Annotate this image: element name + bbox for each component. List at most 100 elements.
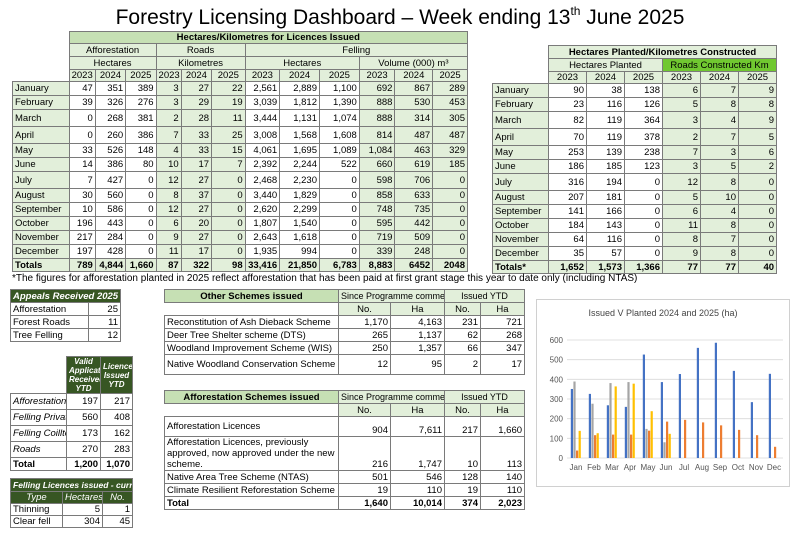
scheme-total-value: 2,023 bbox=[479, 496, 526, 510]
table-cell: 143 bbox=[586, 218, 625, 233]
x-tick-label: Apr bbox=[624, 463, 637, 472]
totals-cell: 87 bbox=[155, 258, 182, 272]
x-tick-label: Mar bbox=[605, 463, 619, 472]
other-col-ha: Ha bbox=[390, 302, 445, 316]
totals-label: Totals bbox=[12, 258, 70, 272]
scheme-total-value: 10,014 bbox=[390, 496, 445, 510]
appeal-value: 12 bbox=[88, 328, 121, 342]
month-label: October bbox=[12, 216, 70, 231]
table-cell: 3,008 bbox=[244, 126, 281, 144]
aff-col-ha: Ha bbox=[390, 403, 445, 417]
table-cell: 4 bbox=[700, 204, 739, 219]
table-cell: 888 bbox=[358, 95, 396, 110]
scheme-value: 17 bbox=[479, 354, 526, 375]
table-cell: 12 bbox=[662, 173, 701, 191]
table-row: May 253 139 238 7 3 6 bbox=[492, 145, 778, 160]
other-schemes-block: Other Schemes issued Since Programme com… bbox=[164, 289, 526, 375]
table-cell: 314 bbox=[394, 109, 434, 127]
year-header: 2023 bbox=[68, 69, 96, 82]
table-cell: 7 bbox=[211, 157, 246, 172]
table-row: Climate Resilient Reforestation Scheme 19… bbox=[164, 483, 526, 497]
year-header: 2024 bbox=[279, 69, 320, 82]
table-cell: 0 bbox=[432, 202, 468, 217]
appeal-label: Forest Roads bbox=[10, 315, 89, 329]
month-label: December bbox=[492, 246, 549, 261]
aff-since-header: Since Programme commenced bbox=[338, 390, 445, 404]
table-cell: 141 bbox=[548, 204, 587, 219]
totals-cell: 1,366 bbox=[624, 260, 663, 274]
applications-table: Valid Applications Received YTD Licences… bbox=[10, 356, 133, 471]
table-cell: 284 bbox=[94, 230, 127, 245]
totals-cell: 1,573 bbox=[586, 260, 625, 274]
month-label: August bbox=[12, 188, 70, 203]
month-label: May bbox=[492, 145, 549, 160]
table-cell: 706 bbox=[394, 171, 434, 189]
chart-bar bbox=[774, 446, 777, 458]
table-cell: 0 bbox=[319, 244, 360, 259]
table-cell: 867 bbox=[394, 81, 434, 96]
table-cell: 442 bbox=[394, 216, 434, 231]
chart-bar bbox=[678, 374, 681, 458]
totals-cell: 33,416 bbox=[244, 258, 281, 272]
application-total-received: 1,200 bbox=[66, 457, 101, 471]
totals-cell: 6452 bbox=[394, 258, 434, 272]
table-cell: 0 bbox=[624, 218, 663, 233]
table-cell: 186 bbox=[548, 159, 587, 174]
table-cell: 47 bbox=[68, 81, 96, 96]
chart-bar bbox=[738, 429, 741, 458]
month-label: March bbox=[492, 111, 549, 129]
scheme-value: 66 bbox=[444, 341, 481, 355]
table-row: July 316 194 0 12 8 0 bbox=[492, 173, 778, 191]
application-label: Roads bbox=[10, 441, 67, 458]
table-cell: 305 bbox=[432, 109, 468, 127]
application-received: 270 bbox=[66, 441, 101, 458]
scheme-value: 1,357 bbox=[390, 341, 445, 355]
chart-bar bbox=[642, 354, 645, 458]
table-cell: 10 bbox=[68, 202, 96, 217]
scheme-value: 250 bbox=[338, 341, 391, 355]
year-header: 2025 bbox=[624, 71, 663, 84]
chart-bar bbox=[666, 421, 669, 458]
table-cell: 1,084 bbox=[358, 143, 396, 158]
table-cell: 8 bbox=[700, 97, 739, 112]
x-tick-label: Oct bbox=[732, 463, 745, 472]
totals-cell: 2048 bbox=[432, 258, 468, 272]
month-label: May bbox=[12, 143, 70, 158]
table-row: Afforestation 197 217 bbox=[10, 393, 133, 410]
table-cell: 748 bbox=[358, 202, 396, 217]
month-label: February bbox=[492, 97, 549, 112]
table-cell: 0 bbox=[211, 244, 246, 259]
scheme-value: 62 bbox=[444, 328, 481, 342]
table-cell: 70 bbox=[548, 128, 587, 146]
x-tick-label: May bbox=[640, 463, 655, 472]
totals-row: Totals* 1,652 1,573 1,366 77 77 40 bbox=[492, 260, 778, 274]
applications-block: Valid Applications Received YTD Licences… bbox=[10, 356, 133, 471]
table-cell: 487 bbox=[432, 126, 468, 144]
table-row: Deer Tree Shelter scheme (DTS) 265 1,137 62… bbox=[164, 328, 526, 342]
table-cell: 692 bbox=[358, 81, 396, 96]
table-cell: 526 bbox=[94, 143, 127, 158]
other-schemes-heading: Other Schemes issued bbox=[164, 289, 339, 303]
year-header: 2023 bbox=[244, 69, 281, 82]
scheme-value: 12 bbox=[338, 354, 391, 375]
unit-kilometres: Kilometres bbox=[155, 56, 246, 70]
licences-issued-header: Licences Issued YTD bbox=[100, 356, 133, 394]
aff-col-no: No. bbox=[338, 403, 391, 417]
table-cell: 29 bbox=[180, 95, 213, 110]
table-cell: 1,390 bbox=[319, 95, 360, 110]
totals-cell: 789 bbox=[68, 258, 96, 272]
table-cell: 253 bbox=[548, 145, 587, 160]
table-row: Woodland Improvement Scheme (WIS) 250 1,35… bbox=[164, 341, 526, 355]
table-cell: 1,089 bbox=[319, 143, 360, 158]
table-row: February 39 326 276 3 29 19 3,039 1,812 1,390 888 5… bbox=[12, 95, 468, 110]
table-cell: 11 bbox=[662, 218, 701, 233]
table-cell: 0 bbox=[125, 244, 157, 259]
table-cell: 1,695 bbox=[279, 143, 320, 158]
scheme-value: 110 bbox=[390, 483, 445, 497]
table-cell: 814 bbox=[358, 126, 396, 144]
list-item: Afforestation 25 bbox=[10, 302, 121, 316]
table-cell: 595 bbox=[358, 216, 396, 231]
scheme-value: 1,747 bbox=[390, 436, 445, 471]
felling-type: Thinning bbox=[10, 503, 63, 516]
table-cell: 6 bbox=[662, 83, 701, 98]
